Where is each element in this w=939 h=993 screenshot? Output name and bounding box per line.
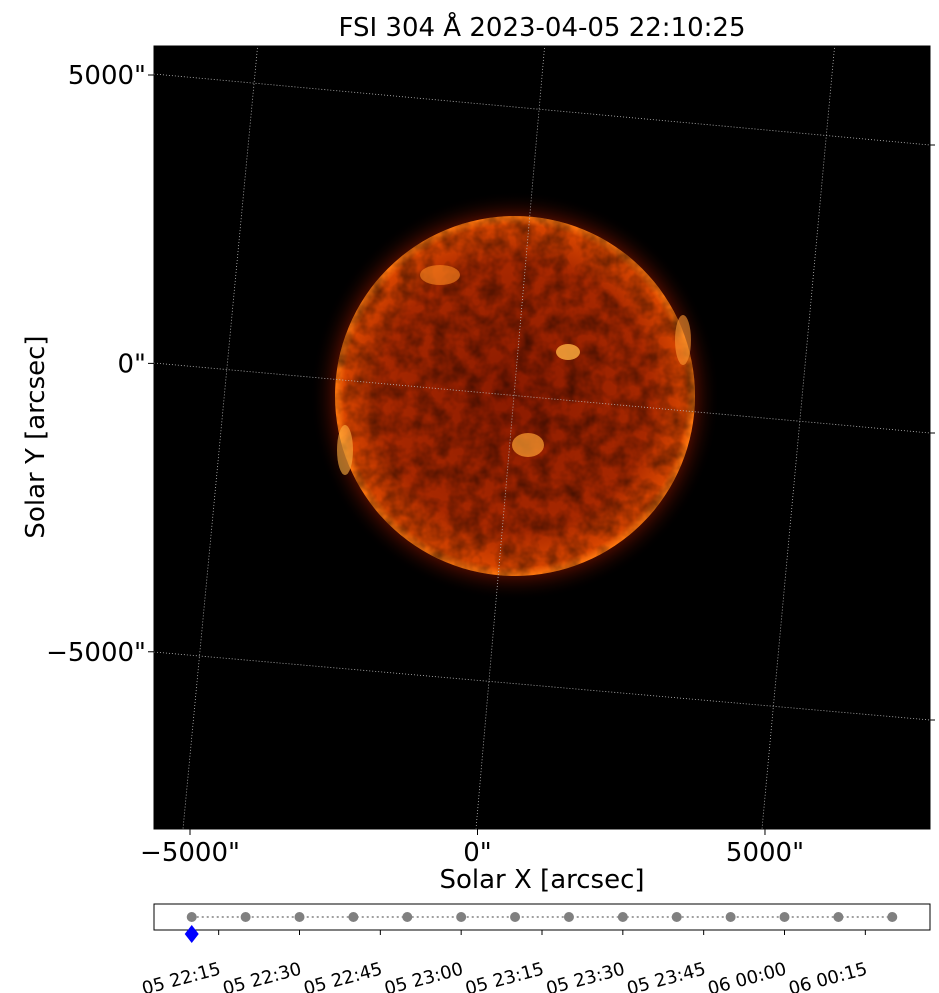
frame-point bbox=[294, 912, 305, 922]
frame-point bbox=[833, 912, 844, 922]
x-tick-label: 05 23:30 bbox=[544, 959, 627, 993]
frame-point bbox=[617, 912, 628, 922]
y-tick-label: 5000" bbox=[68, 61, 146, 91]
x-tick-label: 06 00:15 bbox=[786, 959, 869, 993]
x-tick-label: −5000" bbox=[140, 838, 240, 868]
x-tick-label: 05 22:30 bbox=[221, 959, 304, 993]
x-tick-label: 05 22:45 bbox=[301, 959, 384, 993]
x-tick-label: 06 00:00 bbox=[706, 959, 789, 993]
frame-point bbox=[725, 912, 736, 922]
x-tick-label: 05 23:00 bbox=[382, 959, 465, 993]
chart-title: FSI 304 Å 2023-04-05 22:10:25 bbox=[338, 11, 745, 43]
frame-point bbox=[671, 912, 682, 922]
x-tick-label: 05 23:45 bbox=[625, 959, 708, 993]
current-frame-marker bbox=[184, 925, 199, 943]
frame-point bbox=[456, 912, 467, 922]
frame-point bbox=[563, 912, 574, 922]
x-tick-label: 0" bbox=[463, 838, 492, 868]
frame-point bbox=[240, 912, 251, 922]
y-tick-label: 0" bbox=[117, 349, 146, 379]
frame-point bbox=[887, 912, 898, 922]
frame-point bbox=[348, 912, 359, 922]
y-tick-label: −5000" bbox=[46, 638, 146, 668]
x-tick-label: 5000" bbox=[726, 838, 804, 868]
x-axis-label: Solar X [arcsec] bbox=[439, 865, 644, 895]
x-tick-label: 05 22:15 bbox=[140, 959, 223, 993]
y-axis-label: Solar Y [arcsec] bbox=[21, 335, 51, 538]
frame-point bbox=[402, 912, 413, 922]
frame-point bbox=[510, 912, 521, 922]
axes-frame bbox=[153, 45, 931, 830]
frame-point bbox=[186, 912, 197, 922]
x-tick-label: 05 23:15 bbox=[463, 959, 546, 993]
solar-image bbox=[154, 46, 930, 829]
frame-point bbox=[779, 912, 790, 922]
